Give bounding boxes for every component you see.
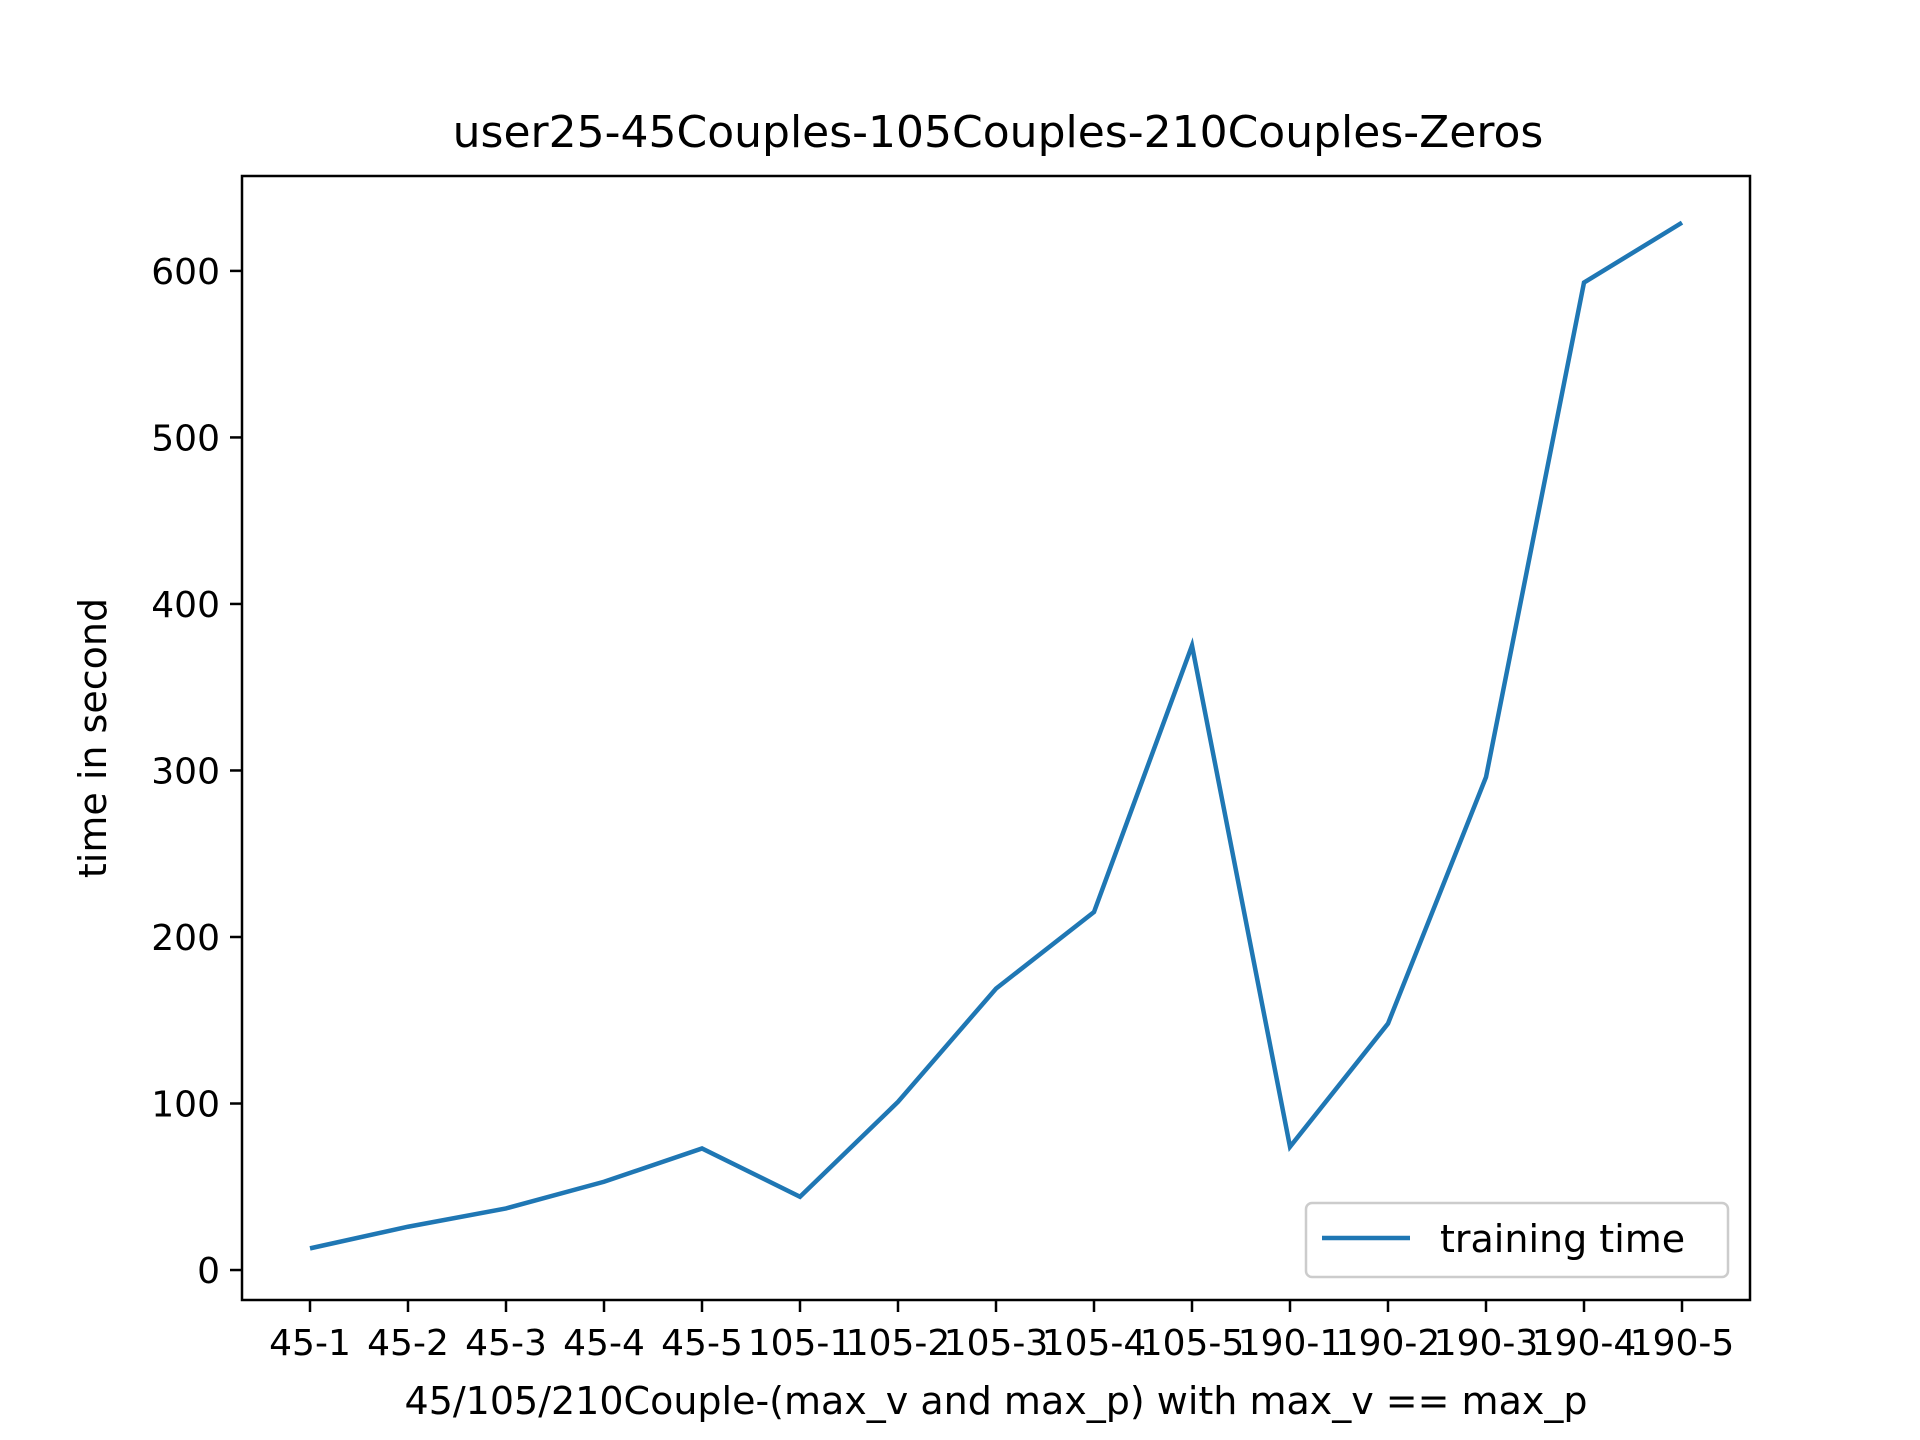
x-axis-label: 45/105/210Couple-(max_v and max_p) with … bbox=[405, 1379, 1588, 1423]
series-layer bbox=[309, 220, 1684, 1251]
x-tick-label: 45-4 bbox=[563, 1323, 645, 1364]
y-axis-label: time in second bbox=[71, 598, 115, 878]
y-tick-label: 100 bbox=[151, 1085, 220, 1126]
x-tick-label: 190-5 bbox=[1630, 1323, 1735, 1364]
x-tick-label: 190-1 bbox=[1238, 1323, 1343, 1364]
y-tick-label: 0 bbox=[197, 1251, 220, 1292]
x-tick-label: 190-4 bbox=[1532, 1323, 1637, 1364]
plot-area bbox=[240, 174, 1752, 1302]
x-tick-label: 45-2 bbox=[367, 1323, 449, 1364]
series-line-training-time bbox=[309, 220, 1684, 1251]
chart-title: user25-45Couples-105Couples-210Couples-Z… bbox=[453, 107, 1544, 158]
x-tick-label: 105-2 bbox=[846, 1323, 951, 1364]
x-tick-label: 105-1 bbox=[748, 1323, 853, 1364]
x-axis: 45-1 45-2 45-3 45-4 45-5 105-1105-2105-3105-4… bbox=[269, 1300, 1734, 1364]
x-tick-label: 105-5 bbox=[1140, 1323, 1245, 1364]
x-tick-label: 105-3 bbox=[944, 1323, 1049, 1364]
y-tick-label: 200 bbox=[151, 918, 220, 959]
y-tick-label: 600 bbox=[151, 252, 220, 293]
x-tick-label: 45-3 bbox=[465, 1323, 547, 1364]
x-tick-label: 45-1 bbox=[269, 1323, 351, 1364]
y-tick-label: 300 bbox=[151, 751, 220, 792]
legend-box bbox=[1304, 1201, 1730, 1279]
legend: training time bbox=[1304, 1201, 1730, 1279]
y-tick-label: 500 bbox=[151, 418, 220, 459]
x-tick-label: 105-4 bbox=[1042, 1323, 1147, 1364]
y-axis: 0 100 200 300 400 500 600 bbox=[151, 252, 242, 1292]
x-tick-label: 190-2 bbox=[1336, 1323, 1441, 1364]
y-tick-label: 400 bbox=[151, 585, 220, 626]
legend-label-training-time: training time bbox=[1440, 1217, 1685, 1261]
x-tick-label: 190-3 bbox=[1434, 1323, 1539, 1364]
x-tick-label: 45-5 bbox=[661, 1323, 743, 1364]
